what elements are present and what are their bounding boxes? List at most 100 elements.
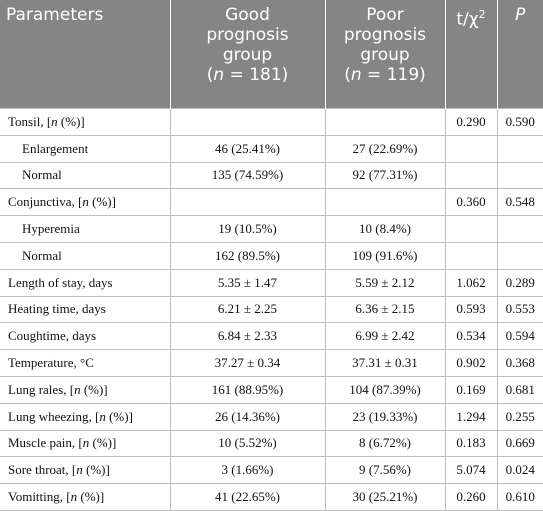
header-row: Parameters Good prognosis group (n = 181… xyxy=(0,0,543,109)
table-cell: Normal xyxy=(0,161,171,190)
header-text: 2 xyxy=(478,8,486,21)
cell-text: 5.074 xyxy=(456,462,486,478)
header-text: Parameters xyxy=(6,5,104,25)
cell-text: 1.294 xyxy=(456,408,486,424)
cell-text: 0.368 xyxy=(505,355,535,371)
table-row: Enlargement 46 (25.41%) 27 (22.69%) xyxy=(0,134,543,163)
header-text: = 181) xyxy=(224,65,289,85)
table-cell: Tonsil, [n (%)] xyxy=(0,108,171,136)
header-cell: Poor prognosis group (n = 119) xyxy=(324,0,445,109)
table-cell: 0.681 xyxy=(496,375,543,404)
table-cell: 0.260 xyxy=(444,483,498,511)
table-cell xyxy=(324,188,446,217)
header-cell: t/χ2 xyxy=(444,0,497,109)
cell-text: 0.534 xyxy=(456,328,486,344)
table-row: Conjunctiva, [n (%)] 0.360 0.548 xyxy=(0,188,543,217)
table-cell xyxy=(496,134,543,163)
table-row: Muscle pain, [n (%)] 10 (5.52%) 8 (6.72%) 0… xyxy=(0,429,543,458)
cell-text: n xyxy=(76,462,83,478)
table-cell: Length of stay, days xyxy=(0,268,171,297)
cell-text: Lung rales, [ xyxy=(8,381,75,397)
table-cell: Coughtime, days xyxy=(0,322,171,351)
table-cell: 0.593 xyxy=(444,295,498,324)
header-text: ( xyxy=(344,65,351,85)
table-cell: 0.169 xyxy=(444,375,498,404)
cell-text: 0.669 xyxy=(505,435,535,451)
cell-text: 46 (25.41%) xyxy=(215,140,280,156)
table-row: Lung rales, [n (%)] 161 (88.95%) 104 (87.3… xyxy=(0,375,543,404)
cell-text: 37.27 ± 0.34 xyxy=(214,355,281,371)
cell-text: 10 (8.4%) xyxy=(359,221,411,237)
table-cell: 8 (6.72%) xyxy=(324,429,446,458)
header-text: n xyxy=(213,65,225,85)
cell-text: 23 (19.33%) xyxy=(352,408,418,424)
header-text: Poor xyxy=(366,5,404,25)
table-cell xyxy=(169,188,326,217)
table-cell: 161 (88.95%) xyxy=(169,375,326,404)
table-cell: 9 (7.56%) xyxy=(324,456,446,485)
cell-text: Heating time, days xyxy=(8,301,106,317)
cell-text: 37.31 ± 0.31 xyxy=(352,355,418,371)
table-cell: Lung rales, [n (%)] xyxy=(0,375,171,404)
cell-text: 5.59 ± 2.12 xyxy=(355,274,415,290)
table-cell: Temperature, °C xyxy=(0,349,171,377)
table-cell: 104 (87.39%) xyxy=(324,375,446,404)
cell-text: 1.062 xyxy=(456,274,486,290)
header-text: group xyxy=(360,45,410,65)
cell-text: Lung wheezing, [ xyxy=(8,408,100,424)
cell-text: 0.183 xyxy=(456,435,486,451)
table-cell: 0.290 xyxy=(444,108,498,136)
table-cell: 3 (1.66%) xyxy=(169,456,326,485)
table-cell: 0.902 xyxy=(444,349,498,377)
table-cell: 0.610 xyxy=(496,483,543,511)
header-cell: Parameters xyxy=(0,0,170,109)
table-cell xyxy=(169,108,326,136)
table-row: Sore throat, [n (%)] 3 (1.66%) 9 (7.56%) 5.… xyxy=(0,456,543,485)
cell-text: Sore throat, [ xyxy=(8,462,77,478)
table-cell: 26 (14.36%) xyxy=(169,402,326,431)
cell-text: 161 (88.95%) xyxy=(211,381,284,397)
table-cell: 0.590 xyxy=(496,108,543,136)
cell-text: (%)] xyxy=(88,194,116,210)
table-cell xyxy=(444,241,498,270)
table-row: Lung wheezing, [n (%)] 26 (14.36%) 23 (19.… xyxy=(0,402,543,431)
cell-text: 104 (87.39%) xyxy=(349,381,421,397)
cell-text: Muscle pain, [ xyxy=(8,435,83,451)
cell-text: 41 (22.65%) xyxy=(215,489,280,505)
cell-text: 6.84 ± 2.33 xyxy=(217,328,278,344)
table-cell: 37.27 ± 0.34 xyxy=(169,349,326,377)
table-cell: Muscle pain, [n (%)] xyxy=(0,429,171,458)
table-cell xyxy=(444,161,498,190)
cell-text: 0.593 xyxy=(456,301,486,317)
cell-text: Length of stay, days xyxy=(8,274,113,290)
table-cell: Sore throat, [n (%)] xyxy=(0,456,171,485)
table-cell: Enlargement xyxy=(0,134,171,163)
table-cell: 19 (10.5%) xyxy=(169,215,326,243)
table-row: Normal 135 (74.59%) 92 (77.31%) xyxy=(0,161,543,190)
table-cell xyxy=(496,241,543,270)
cell-text: 5.35 ± 1.47 xyxy=(217,274,278,290)
cell-text: 0.360 xyxy=(456,194,486,210)
table-cell: 37.31 ± 0.31 xyxy=(324,349,446,377)
header-text: n xyxy=(350,65,362,85)
cell-text: 92 (77.31%) xyxy=(352,167,418,183)
table-cell: Lung wheezing, [n (%)] xyxy=(0,402,171,431)
cell-text: 0.024 xyxy=(505,462,535,478)
cell-text: n xyxy=(74,381,81,397)
table-cell: 5.074 xyxy=(444,456,498,485)
table-cell: 1.062 xyxy=(444,268,498,297)
table-cell: 10 (5.52%) xyxy=(169,429,326,458)
table-cell xyxy=(496,215,543,243)
cell-text: 6.36 ± 2.15 xyxy=(355,301,415,317)
table-cell: 5.59 ± 2.12 xyxy=(324,268,446,297)
table-header: Parameters Good prognosis group (n = 181… xyxy=(0,0,543,109)
header-text: = 119) xyxy=(361,65,426,85)
table-cell: Vomitting, [n (%)] xyxy=(0,483,171,511)
cell-text: 0.553 xyxy=(505,301,535,317)
table-cell: 46 (25.41%) xyxy=(169,134,326,163)
header-text: group xyxy=(222,45,273,65)
cell-text: 0.681 xyxy=(505,381,535,397)
table-row: Coughtime, days 6.84 ± 2.33 6.99 ± 2.42 0.5… xyxy=(0,322,543,351)
table-row: Hyperemia 19 (10.5%) 10 (8.4%) xyxy=(0,215,543,243)
